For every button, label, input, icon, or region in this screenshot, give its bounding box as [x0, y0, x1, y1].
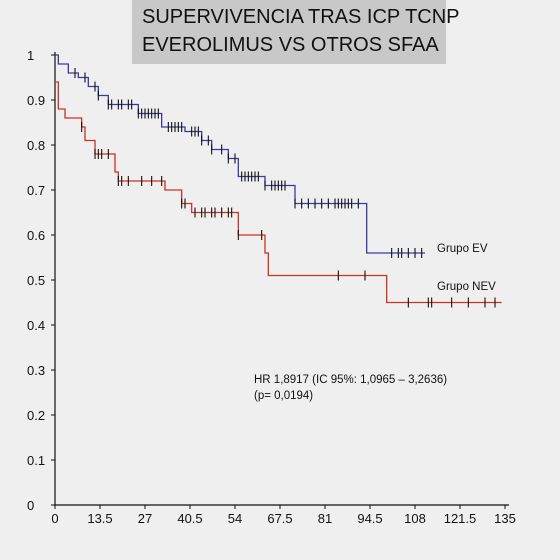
y-tick-label: 0.2 — [27, 408, 45, 423]
series-nev — [55, 81, 502, 308]
y-tick-label: 0.6 — [27, 228, 45, 243]
y-tick-label: 0.8 — [27, 138, 45, 153]
y-axis-ticks: 0 0.1 0.2 0.3 0.4 0.5 0.6 0.7 0.8 0.9 1 — [27, 48, 55, 513]
x-axis-ticks: 0 13.5 27 40.5 54 67.5 81 94.5 108 121.5 135 — [51, 505, 516, 526]
y-tick-label: 1 — [27, 48, 34, 63]
x-tick-label: 94.5 — [357, 511, 382, 526]
hazard-ratio-annotation: HR 1,8917 (IC 95%: 1,0965 – 3,2636) (p= … — [254, 374, 447, 402]
x-tick-label: 0 — [51, 511, 58, 526]
x-tick-label: 135 — [494, 511, 516, 526]
p-value-text: (p= 0,0194) — [254, 390, 313, 402]
series-labels: Grupo EV Grupo NEV — [437, 243, 496, 293]
y-tick-label: 0.4 — [27, 318, 45, 333]
chart-axes — [54, 52, 509, 506]
y-tick-label: 0.1 — [27, 453, 45, 468]
y-tick-label: 0.9 — [27, 93, 45, 108]
x-tick-label: 13.5 — [87, 511, 112, 526]
x-tick-label: 121.5 — [444, 511, 477, 526]
series-label-nev: Grupo NEV — [437, 281, 496, 293]
x-tick-label: 40.5 — [177, 511, 202, 526]
y-tick-label: 0.3 — [27, 363, 45, 378]
x-tick-label: 81 — [318, 511, 332, 526]
hazard-ratio-text: HR 1,8917 (IC 95%: 1,0965 – 3,2636) — [254, 374, 447, 386]
chart-title-line-1: SUPERVIVENCIA TRAS ICP TCNP — [142, 6, 460, 28]
x-tick-label: 67.5 — [267, 511, 292, 526]
x-tick-label: 108 — [404, 511, 426, 526]
series-ev — [55, 54, 425, 258]
chart-title-box: SUPERVIVENCIA TRAS ICP TCNP EVEROLIMUS V… — [132, 0, 460, 64]
x-tick-label: 54 — [228, 511, 242, 526]
survival-curve — [55, 81, 502, 304]
y-tick-label: 0.7 — [27, 183, 45, 198]
y-tick-label: 0.5 — [27, 273, 45, 288]
chart-series — [55, 54, 502, 308]
chart-title-line-2: EVEROLIMUS VS OTROS SFAA — [142, 34, 439, 56]
y-tick-label: 0 — [27, 498, 34, 513]
x-tick-label: 27 — [138, 511, 152, 526]
series-label-ev: Grupo EV — [437, 243, 488, 255]
